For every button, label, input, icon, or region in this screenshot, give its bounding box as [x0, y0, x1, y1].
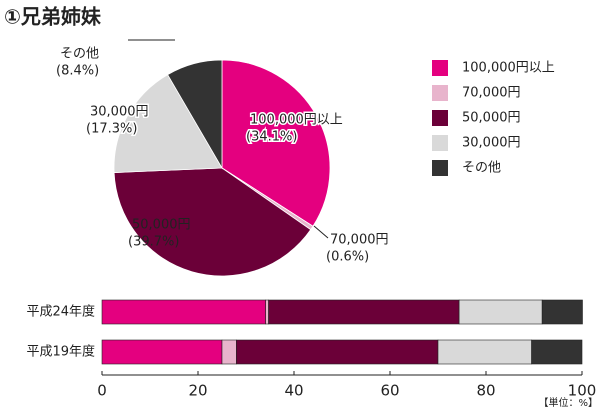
x-tick-label: 60	[380, 382, 399, 400]
bar-segment	[268, 299, 460, 325]
unit-label: 【単位：%】	[538, 396, 598, 409]
slice-value-label: (34.1%)	[246, 130, 297, 145]
x-tick-label: 80	[476, 382, 495, 400]
pie-slice	[113, 74, 223, 173]
x-tick-label: 40	[284, 382, 303, 400]
pie-slice	[221, 59, 331, 227]
slice-label: 30,000円	[90, 105, 149, 120]
legend-label: 30,000円	[462, 136, 521, 151]
bar-segment	[101, 299, 266, 325]
y-tick-label: 平成24年度	[26, 304, 95, 320]
chart-title: ①兄弟姉妹	[4, 5, 102, 29]
bar-segment	[458, 299, 543, 325]
bar-segment	[541, 299, 583, 325]
slice-value-label: (8.4%)	[56, 64, 99, 79]
bar-segment	[437, 339, 532, 365]
slice-label: 50,000円	[132, 218, 191, 233]
x-tick-label: 20	[188, 382, 207, 400]
bar-segment	[101, 339, 223, 365]
leader-line	[313, 225, 329, 239]
legend-swatch	[432, 135, 448, 151]
slice-value-label: (17.3%)	[86, 122, 137, 137]
slice-label: 100,000円以上	[250, 113, 343, 128]
legend-label: 70,000円	[462, 86, 521, 101]
slice-label: その他	[60, 47, 99, 62]
bar-segment	[236, 339, 439, 365]
legend-swatch	[432, 160, 448, 176]
bar-segment	[531, 339, 583, 365]
slice-value-label: (39.7%)	[128, 235, 179, 250]
pie-slice	[113, 167, 312, 277]
bar-segment	[221, 339, 237, 365]
legend-label: その他	[462, 161, 501, 176]
legend-label: 100,000円以上	[462, 61, 555, 76]
x-tick-label: 100	[568, 382, 597, 400]
slice-value-label: (0.6%)	[326, 250, 369, 265]
legend-swatch	[432, 60, 448, 76]
y-tick-label: 平成19年度	[26, 344, 95, 360]
slice-label: 70,000円	[330, 233, 389, 248]
legend-label: 50,000円	[462, 111, 521, 126]
x-tick-label: 0	[97, 382, 107, 400]
legend-swatch	[432, 85, 448, 101]
bar-segment	[265, 299, 269, 325]
pie-slice	[167, 59, 223, 170]
legend-swatch	[432, 110, 448, 126]
